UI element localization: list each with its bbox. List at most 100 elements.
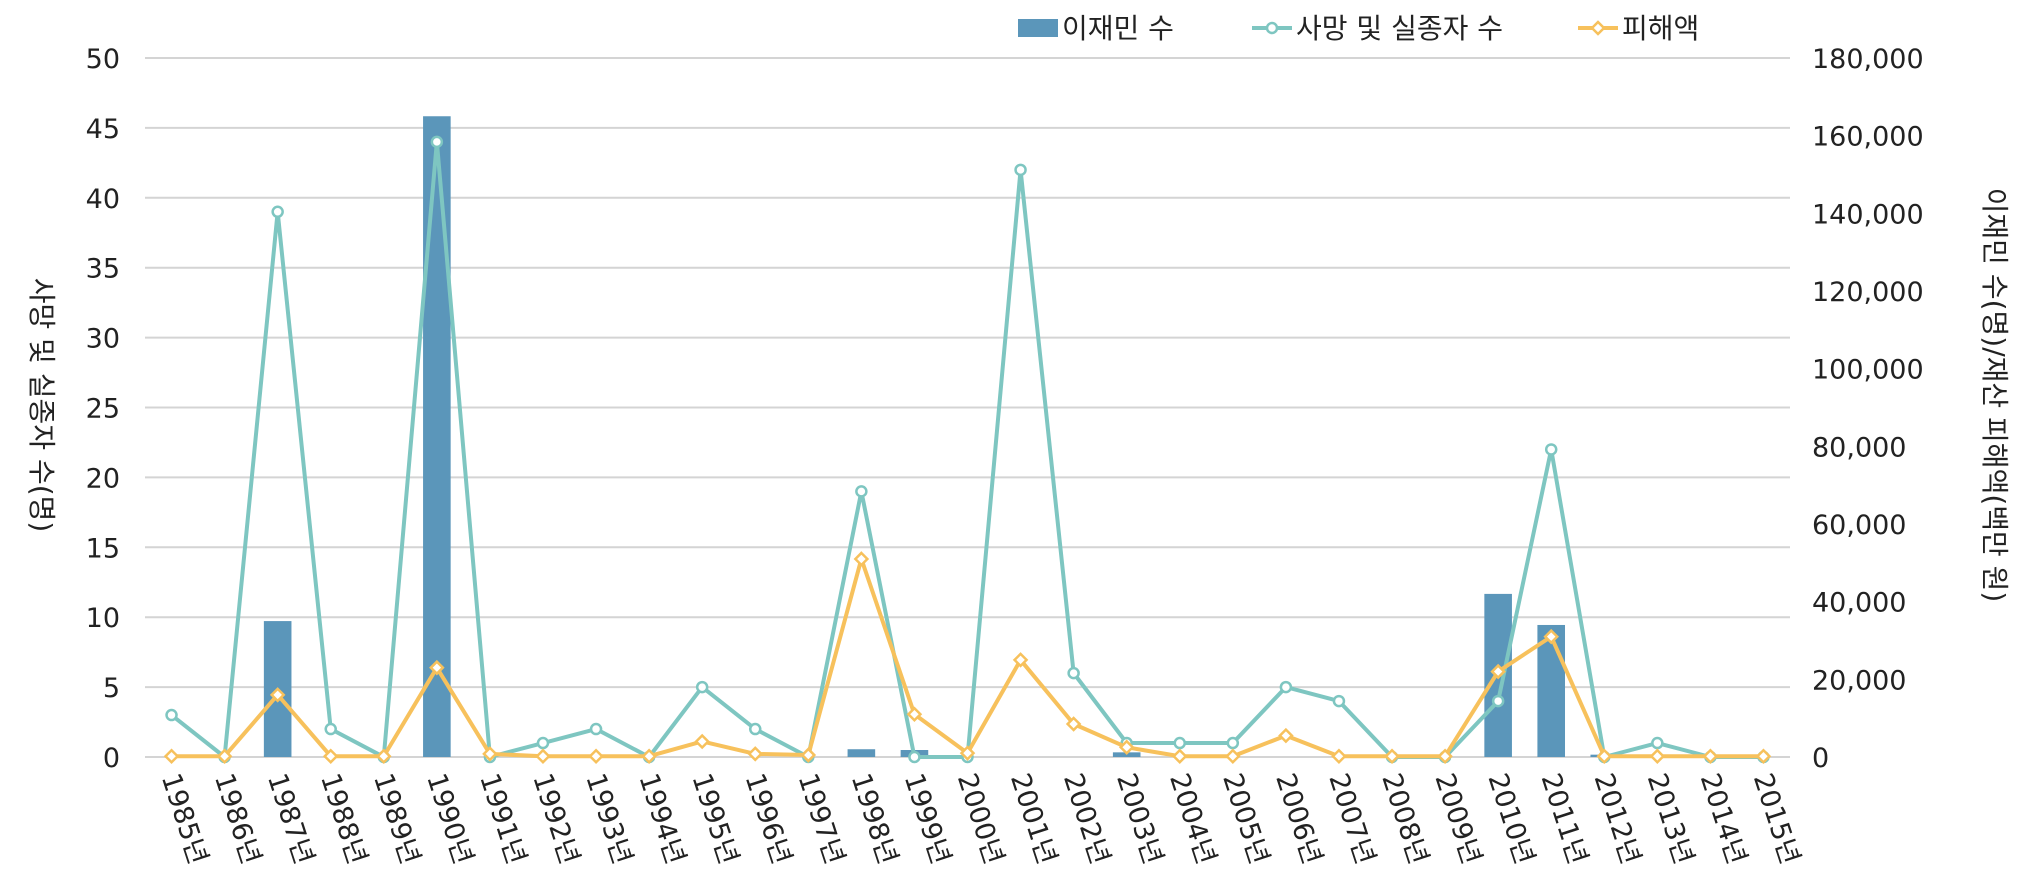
point-marker [535, 748, 551, 764]
point-marker [855, 485, 868, 498]
x-tick-label: 1987년 [261, 770, 319, 869]
x-tick-label: 2012년 [1588, 770, 1646, 869]
x-tick-label: 1997년 [792, 770, 850, 869]
right-axis-ticks: 0 20,000 40,000 60,000 80,000 100,000 120,000 1… [1812, 44, 1924, 774]
x-axis-ticks: 1985년1986년1987년1988년1989년1990년1991년1992년… [155, 770, 1805, 869]
point-marker [1543, 628, 1559, 645]
point-marker [1171, 748, 1188, 764]
point-marker [800, 747, 817, 763]
line-damage-amount [171, 556, 1764, 759]
point-marker [694, 733, 710, 750]
point-marker [1067, 666, 1080, 680]
left-tick-label: 5 [103, 673, 120, 704]
point-marker [536, 736, 550, 750]
left-axis-ticks: 0 5 10 15 20 25 30 35 40 45 50 [86, 44, 120, 774]
line-series [163, 135, 1772, 764]
right-tick-label: 140,000 [1812, 199, 1924, 230]
point-marker [906, 706, 923, 723]
point-marker [1279, 680, 1293, 694]
point-marker [322, 748, 339, 764]
x-tick-label: 1999년 [898, 770, 956, 869]
right-tick-label: 120,000 [1812, 277, 1924, 308]
left-tick-label: 15 [86, 533, 120, 564]
point-marker [1702, 748, 1719, 764]
right-tick-label: 100,000 [1812, 355, 1924, 386]
bar [423, 116, 451, 757]
x-tick-label: 1996년 [739, 770, 797, 869]
point-marker [1384, 748, 1400, 764]
point-marker [695, 680, 709, 694]
left-axis-title: 사망 및 실종자 수(명) [25, 278, 58, 533]
point-marker [1649, 748, 1666, 764]
x-tick-label: 2004년 [1163, 770, 1221, 869]
left-tick-label: 25 [86, 394, 120, 425]
x-tick-label: 2007년 [1322, 770, 1380, 869]
x-tick-label: 2011년 [1535, 770, 1593, 869]
right-tick-label: 60,000 [1812, 510, 1906, 541]
left-tick-label: 35 [86, 254, 120, 285]
x-tick-label: 2003년 [1110, 770, 1168, 869]
legend-label: 사망 및 실종자 수 [1296, 12, 1503, 45]
point-marker [376, 748, 392, 764]
x-tick-label: 1993년 [579, 770, 637, 869]
left-tick-label: 20 [86, 463, 120, 494]
x-tick-label: 1988년 [314, 770, 372, 869]
legend: 이재민 수 사망 및 실종자 수 피해액 [1018, 12, 1699, 45]
point-marker [1173, 736, 1187, 750]
x-tick-label: 1994년 [632, 770, 690, 869]
legend-item: 사망 및 실종자 수 [1252, 12, 1503, 45]
x-tick-label: 2006년 [1269, 770, 1327, 869]
x-tick-label: 1990년 [420, 770, 478, 869]
x-tick-label: 1989년 [367, 770, 425, 869]
x-tick-label: 1998년 [845, 770, 903, 869]
point-marker [1491, 694, 1505, 708]
line-deaths-missing [170, 139, 1764, 759]
point-marker [908, 750, 921, 764]
point-marker [1332, 694, 1346, 708]
right-tick-label: 80,000 [1812, 432, 1906, 463]
x-tick-label: 2002년 [1057, 770, 1115, 869]
left-tick-label: 40 [86, 184, 120, 215]
point-marker [430, 135, 444, 149]
right-axis-title: 이재민 수(명)/재산 피해액(백만 원) [1978, 188, 2011, 603]
point-marker [588, 748, 604, 764]
point-marker [1012, 652, 1029, 668]
point-marker [165, 708, 178, 722]
x-tick-label: 2009년 [1428, 770, 1486, 869]
legend-swatch [1018, 19, 1058, 37]
point-marker [1278, 727, 1294, 744]
legend-item: 피해액 [1578, 12, 1699, 45]
x-tick-label: 2015년 [1747, 770, 1805, 869]
x-tick-label: 1991년 [473, 770, 531, 869]
x-tick-label: 2000년 [951, 770, 1009, 869]
right-tick-label: 40,000 [1812, 588, 1906, 619]
point-marker [853, 551, 870, 567]
left-tick-label: 10 [86, 603, 120, 634]
point-marker [747, 746, 764, 762]
point-marker [1755, 748, 1772, 764]
x-tick-label: 1986년 [208, 770, 266, 869]
point-marker [163, 748, 180, 764]
point-marker [1331, 748, 1347, 764]
point-marker [1014, 163, 1027, 177]
legend-label: 이재민 수 [1062, 12, 1174, 45]
x-tick-label: 2010년 [1481, 770, 1539, 869]
point-marker [269, 687, 286, 703]
x-tick-label: 2013년 [1641, 770, 1699, 869]
point-marker [959, 745, 976, 761]
right-tick-label: 0 [1812, 743, 1829, 774]
right-tick-label: 20,000 [1812, 665, 1906, 696]
point-marker [1226, 736, 1240, 750]
left-tick-label: 0 [103, 743, 120, 774]
point-marker [1118, 739, 1135, 756]
point-marker [1596, 748, 1613, 764]
right-tick-label: 180,000 [1812, 44, 1924, 75]
point-marker [1490, 663, 1506, 680]
x-tick-label: 2014년 [1694, 770, 1752, 869]
x-tick-label: 2001년 [1004, 770, 1062, 869]
point-marker [271, 205, 284, 219]
legend-marker [1590, 20, 1606, 36]
point-marker [429, 659, 445, 676]
left-tick-label: 45 [86, 114, 120, 145]
point-marker [641, 748, 657, 764]
